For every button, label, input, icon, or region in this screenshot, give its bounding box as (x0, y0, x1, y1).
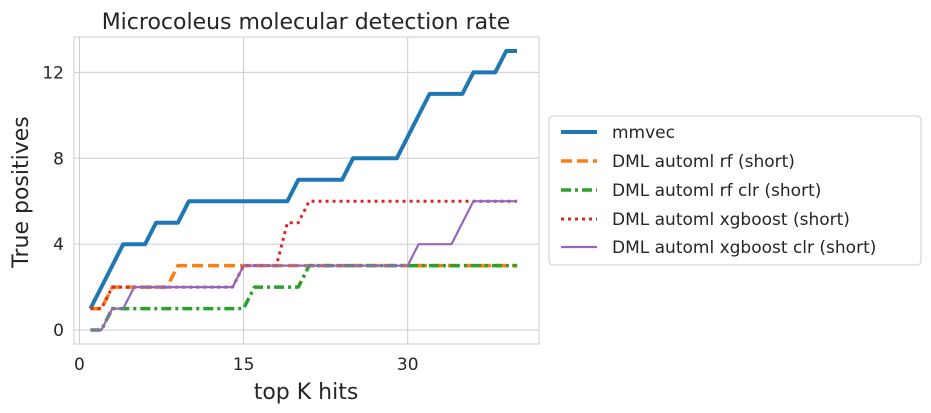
legend-label-4: DML automl xgboost clr (short) (612, 238, 876, 258)
legend: mmvec DML automl rf (short) DML automl rf … (548, 115, 922, 266)
x-axis-label: top K hits (254, 380, 359, 405)
legend-box (548, 115, 922, 266)
plot-area (73, 36, 540, 345)
series-lines (88, 49, 518, 332)
series-line-2 (90, 263, 518, 332)
x-ticks: 0 15 30 (74, 355, 418, 375)
chart-title: Microcoleus molecular detection rate (102, 10, 511, 35)
legend-label-0: mmvec (612, 123, 675, 143)
y-tick-label-0: 0 (53, 321, 64, 341)
grid (74, 37, 539, 344)
x-tick-label-0: 0 (74, 355, 85, 375)
y-axis-label: True positives (9, 116, 34, 268)
legend-label-1: DML automl rf (short) (612, 152, 795, 172)
series-line-0 (88, 49, 518, 310)
y-tick-label-3: 12 (42, 63, 64, 83)
x-tick-label-2: 30 (397, 355, 419, 375)
x-tick-label-1: 15 (233, 355, 255, 375)
legend-label-2: DML automl rf clr (short) (612, 181, 821, 201)
y-tick-label-2: 8 (53, 149, 64, 169)
y-tick-label-1: 4 (53, 235, 64, 255)
series-line-4 (90, 200, 518, 332)
y-ticks: 0 4 8 12 (42, 63, 64, 341)
legend-label-3: DML automl xgboost (short) (612, 210, 850, 230)
